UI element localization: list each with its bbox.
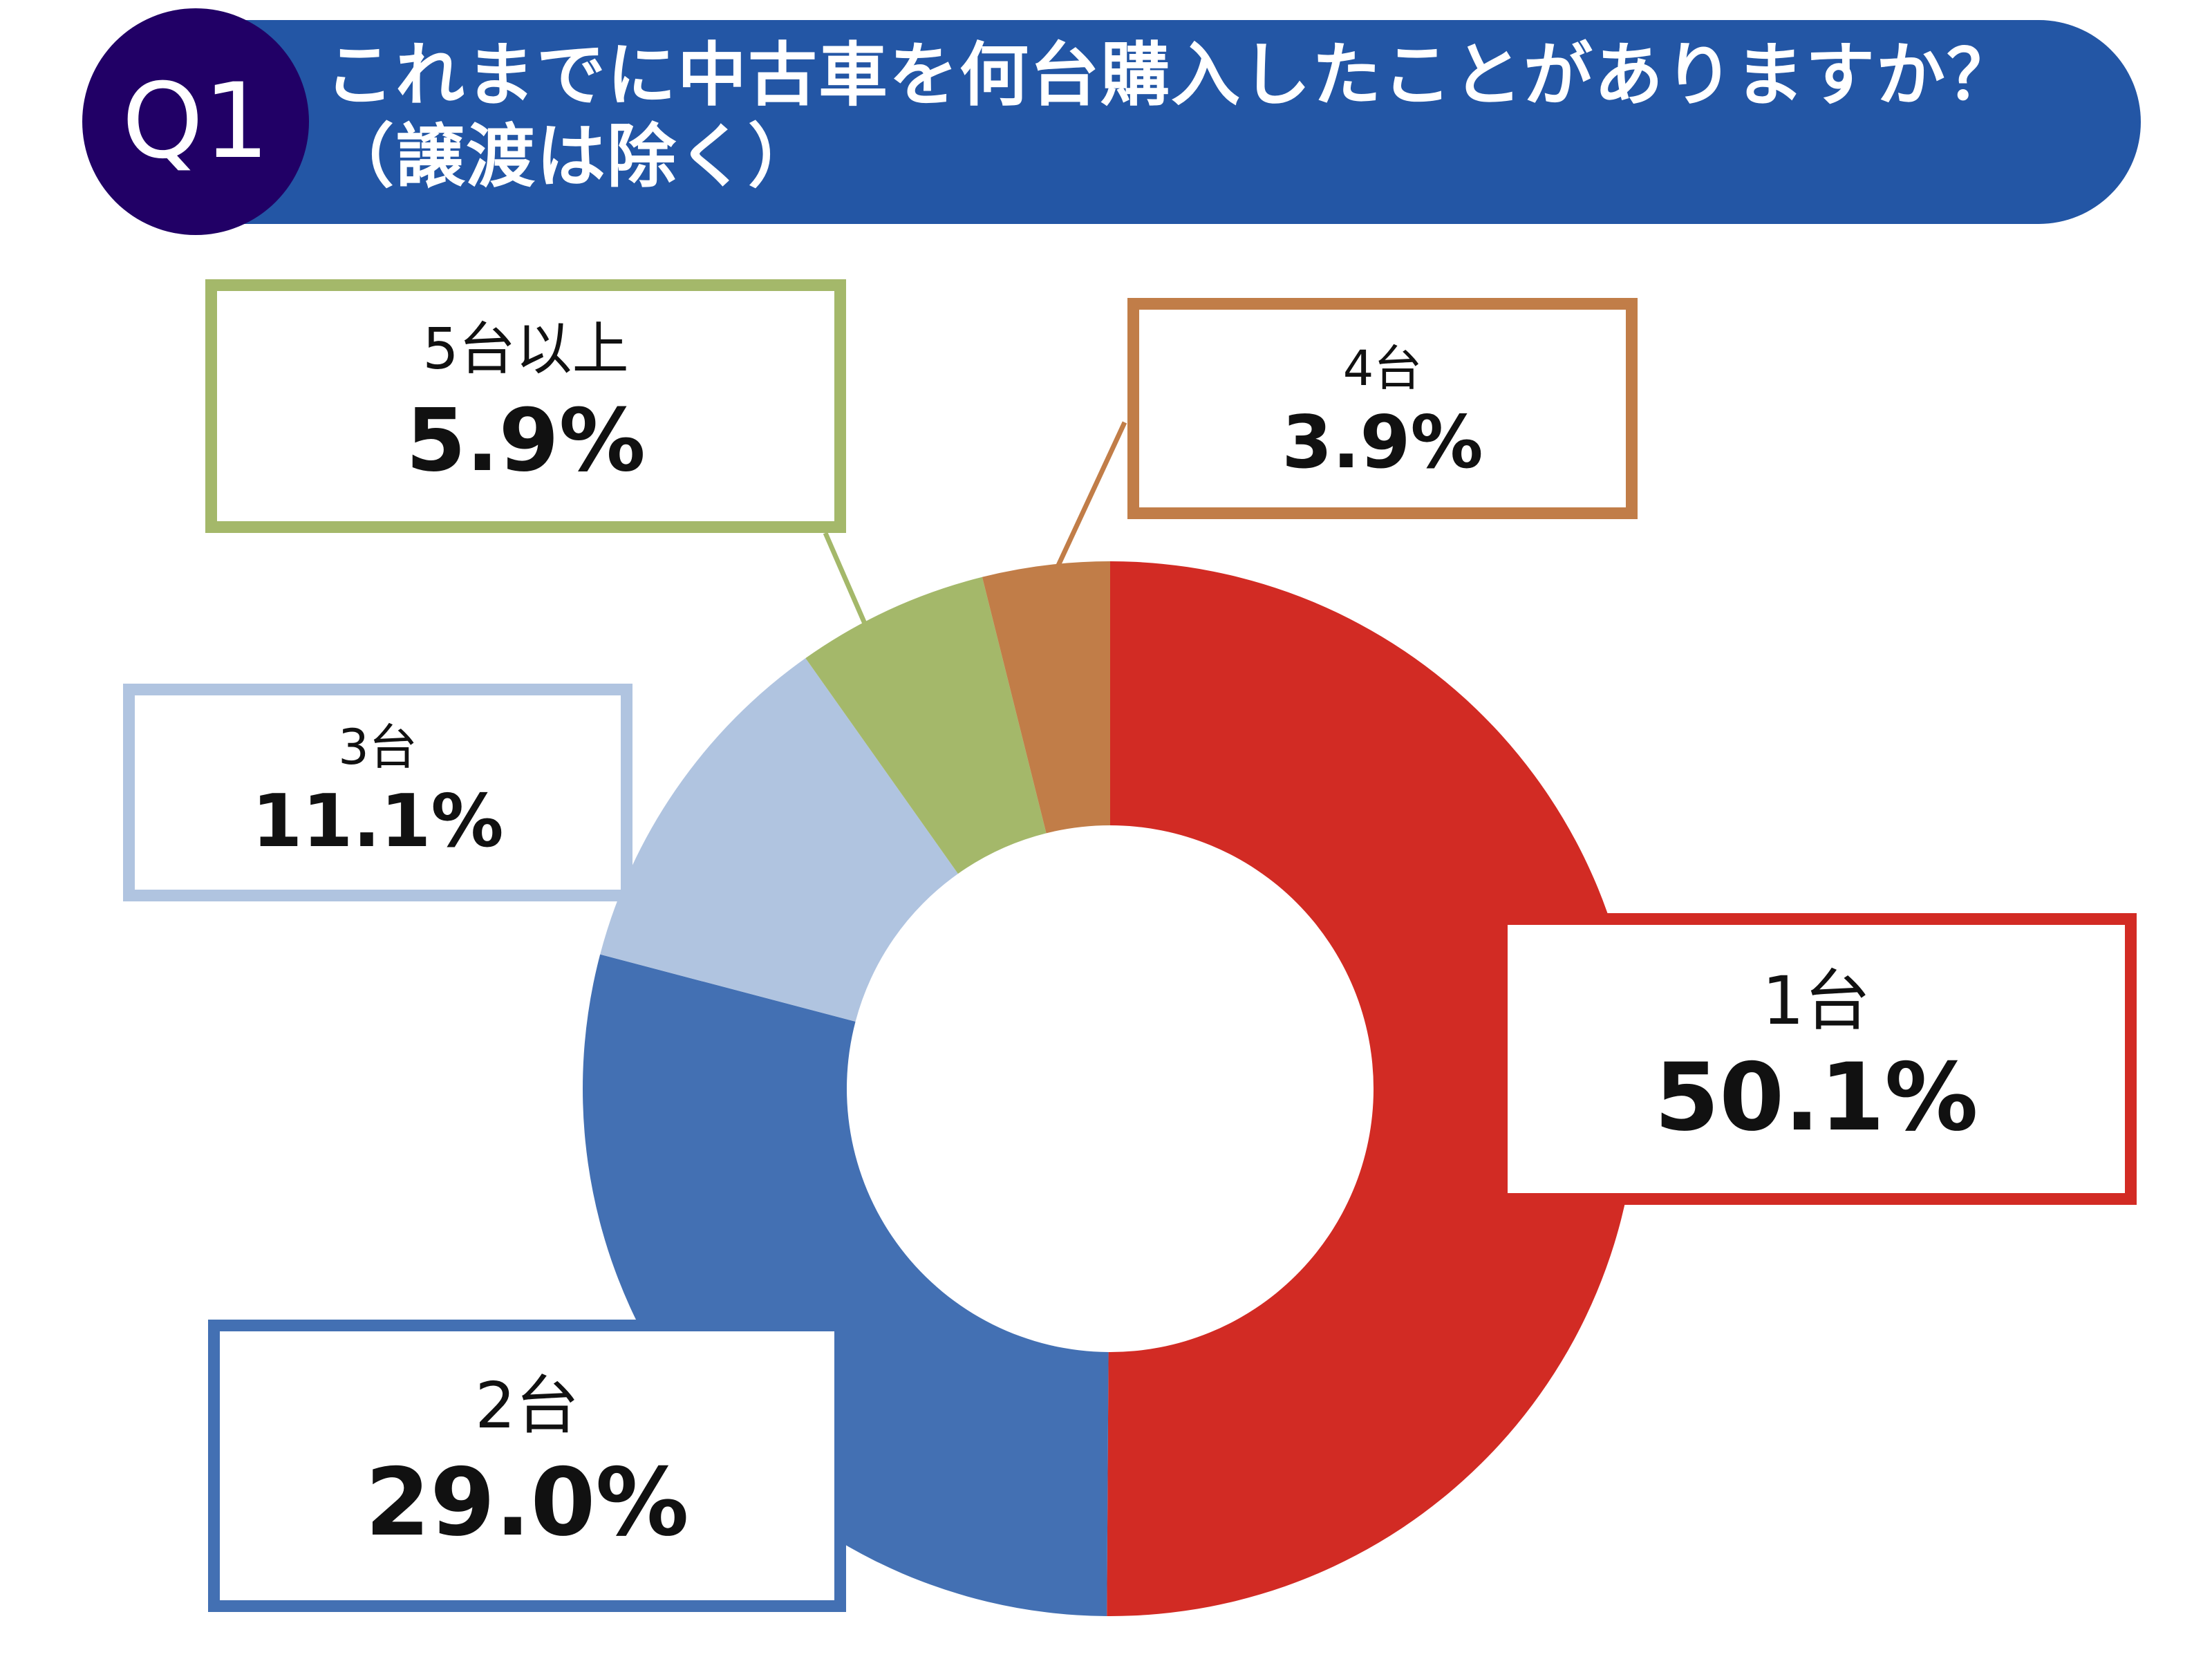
value-label: 3.9% <box>1282 400 1483 485</box>
donut-slice-3 <box>600 658 958 1022</box>
label-box-3: 3台 11.1% <box>123 684 632 901</box>
value-label: 11.1% <box>252 779 504 863</box>
category-label: 4台 <box>1342 340 1423 397</box>
label-box-2: 2台 29.0% <box>208 1320 846 1612</box>
category-label: 3台 <box>338 719 418 776</box>
question-badge: Q1 <box>82 8 309 235</box>
leader-line-4 <box>1055 421 1127 568</box>
category-label: 5台以上 <box>422 317 629 382</box>
donut-slice-2 <box>583 954 1109 1616</box>
value-label: 50.1% <box>1654 1043 1978 1152</box>
value-label: 29.0% <box>365 1448 689 1557</box>
label-box-1: 1台 50.1% <box>1496 913 2137 1205</box>
donut-slice-1 <box>1107 561 1638 1616</box>
donut-slice-4 <box>805 577 1047 874</box>
question-title: これまでに中古車を何台購入したことがありますか？ （譲渡は除く） <box>325 35 2017 198</box>
question-banner <box>85 20 2141 224</box>
category-label: 2台 <box>475 1369 579 1443</box>
category-label: 1台 <box>1761 962 1871 1040</box>
label-box-5plus: 5台以上 5.9% <box>205 279 846 533</box>
label-box-4: 4台 3.9% <box>1127 298 1638 519</box>
donut-slice-5 <box>982 561 1110 834</box>
value-label: 5.9% <box>406 391 646 491</box>
title-line-2: （譲渡は除く） <box>325 116 818 197</box>
leader-line-5plus <box>823 532 868 625</box>
title-line-1: これまでに中古車を何台購入したことがありますか？ <box>325 35 2017 115</box>
